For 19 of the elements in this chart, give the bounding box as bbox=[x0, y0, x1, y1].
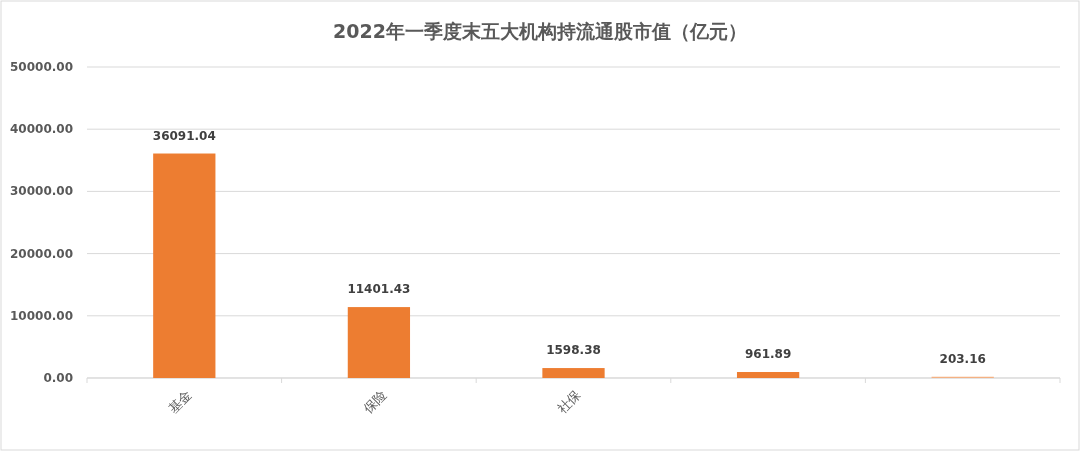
x-tick-label: 基金 bbox=[165, 387, 195, 417]
chart-title: 2022年一季度末五大机构持流通股市值（亿元） bbox=[333, 20, 747, 42]
y-tick-label: 10000.00 bbox=[9, 308, 73, 323]
y-tick-label: 30000.00 bbox=[9, 184, 73, 199]
data-label: 11401.43 bbox=[347, 282, 411, 297]
y-tick-label: 0.00 bbox=[43, 371, 73, 385]
data-label: 36091.04 bbox=[152, 128, 216, 143]
data-label: 203.16 bbox=[939, 351, 986, 366]
data-label: 961.89 bbox=[744, 347, 792, 362]
x-tick-label: 保险 bbox=[360, 387, 390, 417]
x-tick-label: 社保 bbox=[554, 387, 584, 417]
y-tick-label: 20000.00 bbox=[9, 246, 73, 261]
bar bbox=[736, 372, 800, 378]
y-tick-label: 50000.00 bbox=[9, 60, 73, 74]
bar bbox=[542, 368, 605, 378]
data-label: 1598.38 bbox=[546, 343, 601, 358]
bar bbox=[153, 153, 216, 378]
bar bbox=[347, 307, 411, 378]
y-tick-label: 40000.00 bbox=[9, 122, 73, 137]
